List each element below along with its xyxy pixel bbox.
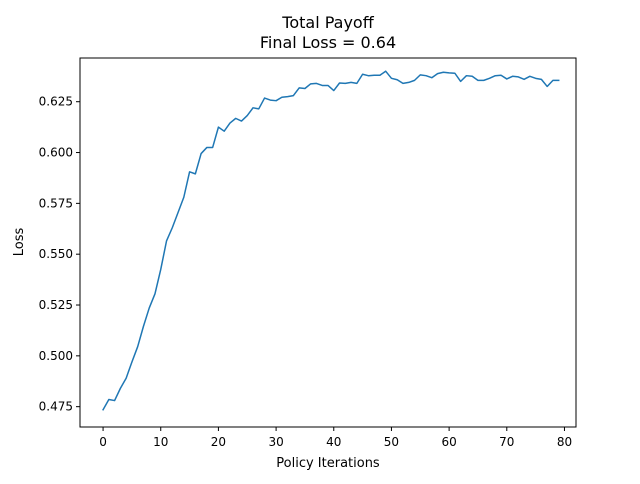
x-tick-label: 20 <box>211 435 226 449</box>
series-line-total-payoff <box>102 70 560 411</box>
y-tick-label: 0.625 <box>39 95 73 109</box>
x-tick-label: 80 <box>557 435 572 449</box>
y-axis-label: Loss <box>12 228 27 257</box>
axes-frame <box>79 57 577 428</box>
x-tick-label: 60 <box>441 435 456 449</box>
chart-subtitle: Final Loss = 0.64 <box>260 33 396 52</box>
y-tick-label: 0.550 <box>39 247 73 261</box>
chart-title: Total Payoff <box>281 13 374 32</box>
x-tick-label: 40 <box>326 435 341 449</box>
x-tick-label: 50 <box>384 435 399 449</box>
y-tick-label: 0.475 <box>39 400 73 414</box>
x-tick-label: 10 <box>153 435 168 449</box>
x-tick-label: 0 <box>99 435 107 449</box>
x-tick-label: 70 <box>499 435 514 449</box>
y-tick-label: 0.575 <box>39 196 73 210</box>
y-tick-label: 0.525 <box>39 298 73 312</box>
x-axis-label: Policy Iterations <box>276 456 380 471</box>
x-axis-ticks: 0 10 20 30 40 50 60 70 80 <box>99 427 572 449</box>
y-tick-label: 0.500 <box>39 349 73 363</box>
y-axis-ticks: 0.475 0.500 0.525 0.550 0.575 0.600 0.625 <box>39 95 80 414</box>
y-tick-label: 0.600 <box>39 146 73 160</box>
x-tick-label: 30 <box>268 435 283 449</box>
plot-area <box>102 70 560 411</box>
